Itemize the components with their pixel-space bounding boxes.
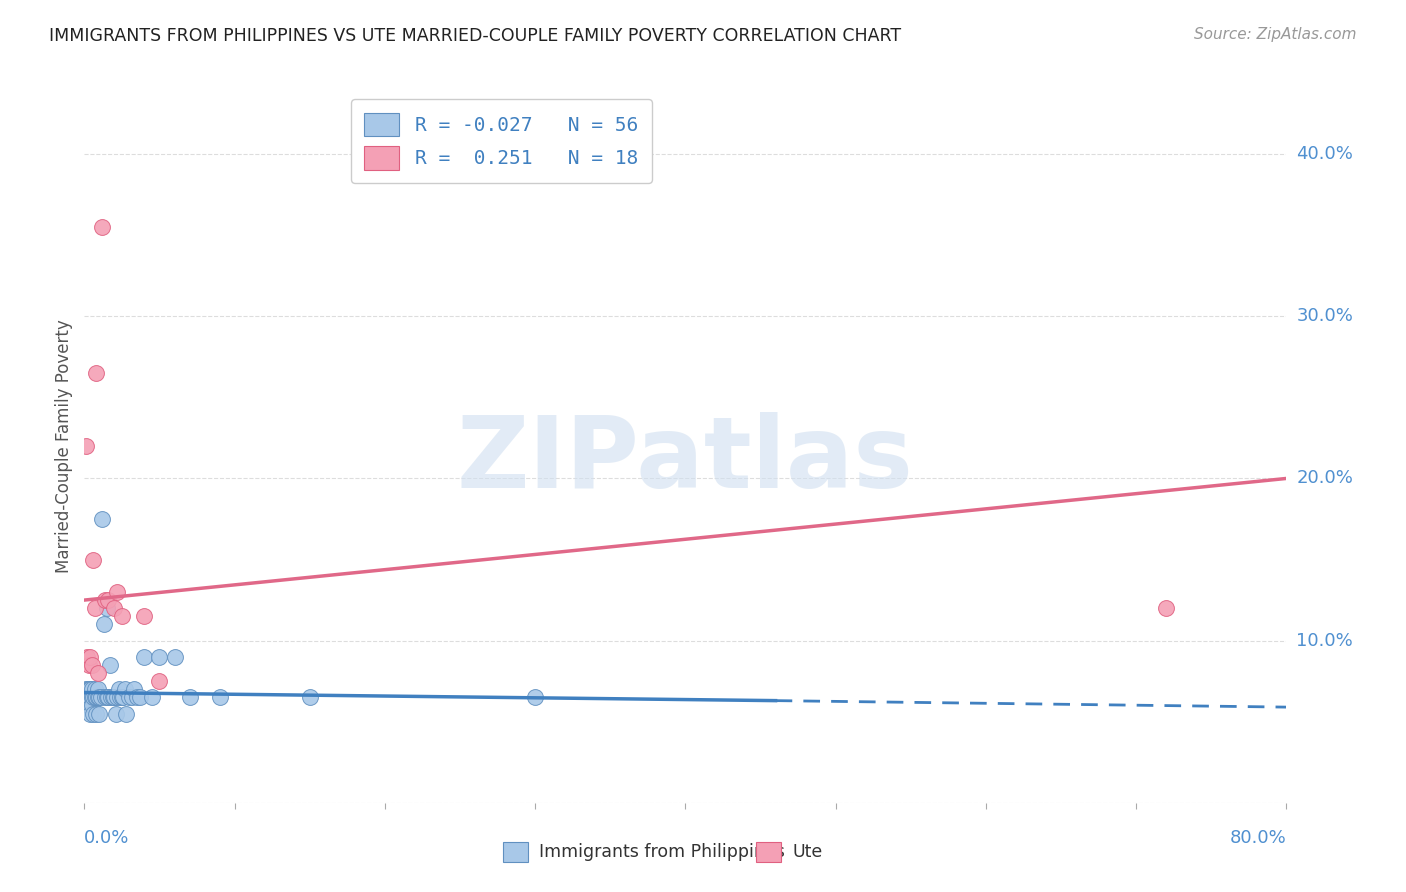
Point [94, 690, 117, 705]
Point [100, 690, 122, 705]
Point [103, 601, 125, 615]
Point [125, 690, 148, 705]
Text: 20.0%: 20.0% [1296, 469, 1353, 487]
Point [86, 690, 108, 705]
Point [91, 512, 114, 526]
Point [298, 690, 321, 705]
Point [77, 657, 100, 672]
Point [86, 706, 108, 721]
Point [118, 690, 141, 705]
Point [77, 690, 100, 705]
Point [91, 220, 114, 235]
Point [107, 690, 129, 705]
Point [76, 649, 98, 664]
Point [82, 552, 104, 566]
Point [134, 649, 156, 664]
Point [75, 682, 97, 697]
Point [103, 690, 125, 705]
Point [83, 601, 105, 615]
Point [101, 690, 124, 705]
Point [104, 706, 127, 721]
Point [163, 649, 186, 664]
Point [77, 698, 100, 713]
Point [96, 690, 118, 705]
Text: Source: ZipAtlas.com: Source: ZipAtlas.com [1194, 27, 1357, 42]
Text: Immigrants from Philippines: Immigrants from Philippines [540, 843, 785, 861]
Point [110, 690, 132, 705]
Point [79, 706, 101, 721]
Text: IMMIGRANTS FROM PHILIPPINES VS UTE MARRIED-COUPLE FAMILY POVERTY CORRELATION CHA: IMMIGRANTS FROM PHILIPPINES VS UTE MARRI… [49, 27, 901, 45]
Point [83, 690, 105, 705]
Point [77, 682, 100, 697]
Point [208, 690, 231, 705]
Text: ZIPatlas: ZIPatlas [457, 412, 914, 508]
Text: 30.0%: 30.0% [1296, 307, 1353, 326]
Point [94, 593, 117, 607]
Point [112, 690, 135, 705]
Point [76, 690, 98, 705]
Point [76, 682, 98, 697]
Point [108, 682, 131, 697]
Point [87, 666, 110, 681]
Point [134, 609, 156, 624]
Point [97, 690, 120, 705]
Point [107, 585, 129, 599]
Point [80, 698, 103, 713]
Point [76, 698, 98, 713]
Point [82, 706, 104, 721]
Text: 80.0%: 80.0% [1230, 830, 1286, 847]
Point [87, 690, 110, 705]
Point [141, 690, 163, 705]
Point [96, 601, 118, 615]
Point [79, 649, 101, 664]
Point [82, 690, 104, 705]
Point [111, 690, 134, 705]
Point [148, 649, 170, 664]
Point [80, 690, 103, 705]
Text: Ute: Ute [793, 843, 823, 861]
Point [89, 706, 111, 721]
Point [524, 690, 547, 705]
Point [129, 690, 152, 705]
Point [1156, 601, 1178, 615]
Point [122, 682, 145, 697]
Point [115, 706, 138, 721]
Point [98, 657, 121, 672]
Point [148, 674, 170, 689]
Point [80, 657, 103, 672]
Text: 10.0%: 10.0% [1296, 632, 1353, 649]
Point [111, 609, 134, 624]
Point [89, 690, 111, 705]
Point [75, 439, 97, 453]
Point [90, 690, 112, 705]
Text: 40.0%: 40.0% [1296, 145, 1353, 163]
Legend: R = -0.027   N = 56, R =  0.251   N = 18: R = -0.027 N = 56, R = 0.251 N = 18 [350, 99, 651, 184]
Point [80, 682, 103, 697]
Point [75, 690, 97, 705]
Point [97, 593, 120, 607]
Point [79, 682, 101, 697]
Point [86, 366, 108, 380]
Point [121, 690, 143, 705]
Point [87, 682, 110, 697]
Point [114, 682, 136, 697]
Point [93, 617, 115, 632]
Y-axis label: Married-Couple Family Poverty: Married-Couple Family Poverty [55, 319, 73, 573]
Point [179, 690, 201, 705]
Text: 0.0%: 0.0% [84, 830, 129, 847]
Point [79, 690, 101, 705]
Point [83, 682, 105, 697]
